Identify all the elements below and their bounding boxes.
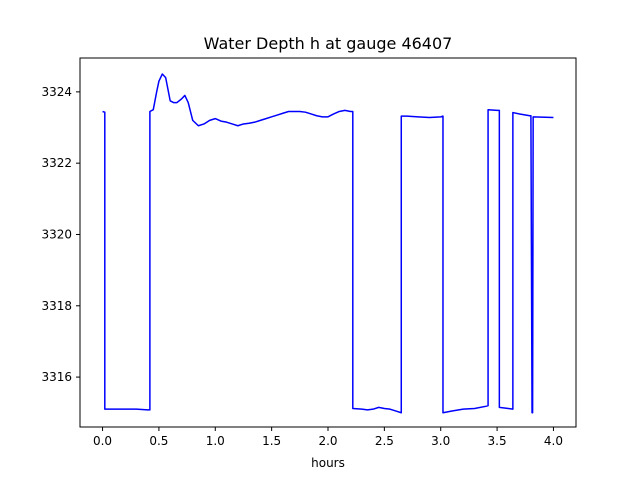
x-axis-label: hours: [311, 456, 345, 470]
y-tick-label: 3316: [41, 370, 72, 384]
x-tick-label: 4.0: [544, 434, 563, 448]
y-tick-label: 3324: [41, 85, 72, 99]
x-tick-label: 2.0: [318, 434, 337, 448]
x-tick-label: 0.5: [149, 434, 168, 448]
x-tick-label: 1.0: [206, 434, 225, 448]
chart-title: Water Depth h at gauge 46407: [204, 34, 453, 53]
y-axis: 3316 3318 3320 3322 3324: [41, 85, 80, 384]
x-axis: 0.0 0.5 1.0 1.5 2.0 2.5 3.0 3.5 4.0: [93, 427, 563, 448]
y-tick-label: 3322: [41, 156, 72, 170]
x-tick-label: 1.5: [262, 434, 281, 448]
series-layer: [102, 73, 554, 414]
y-tick-label: 3318: [41, 299, 72, 313]
x-tick-label: 2.5: [375, 434, 394, 448]
y-tick-label: 3320: [41, 227, 72, 241]
x-tick-label: 3.0: [431, 434, 450, 448]
x-tick-label: 0.0: [93, 434, 112, 448]
series-line-0: [102, 73, 554, 414]
x-tick-label: 3.5: [488, 434, 507, 448]
